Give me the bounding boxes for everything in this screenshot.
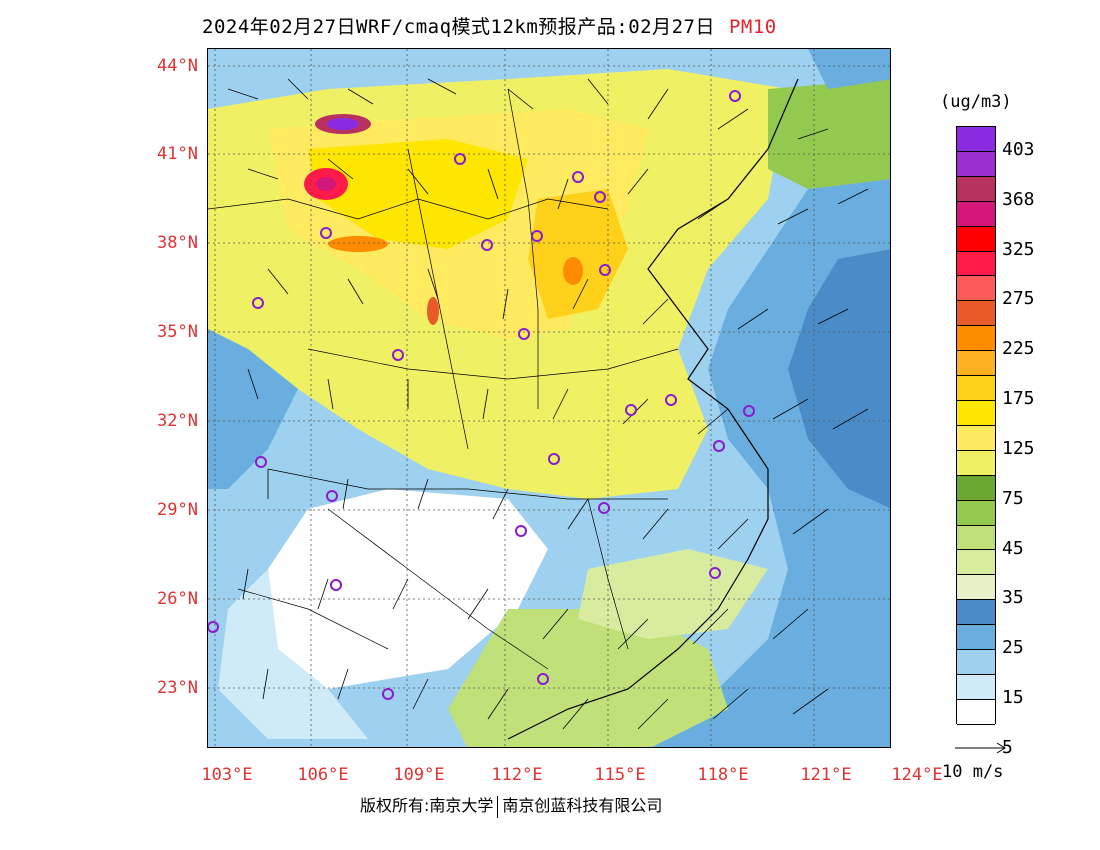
pm10-field: [208, 49, 890, 747]
legend-unit: (ug/m3): [940, 92, 1012, 112]
legend-swatch: [957, 351, 995, 377]
copyright-divider: [497, 795, 499, 818]
copyright-left: 版权所有:南京大学: [360, 796, 494, 815]
legend-swatch: [957, 326, 995, 352]
legend-swatch: [957, 525, 995, 551]
legend-swatch: [957, 500, 995, 526]
lon-label: 103°E: [201, 765, 253, 785]
legend-swatch: [957, 575, 995, 601]
legend-swatch: [957, 475, 995, 501]
legend-label: 403: [1002, 138, 1035, 160]
legend-swatch: [957, 550, 995, 576]
pollutant-name: PM10: [728, 16, 777, 38]
lon-label: 121°E: [800, 765, 852, 785]
lon-label: 115°E: [594, 765, 646, 785]
lon-label: 112°E: [491, 765, 543, 785]
legend-label: 45: [1002, 537, 1024, 559]
lat-label: 35°N: [157, 322, 198, 342]
title-text: 2024年02月27日WRF/cmaq模式12km预报产品:02月27日: [202, 16, 715, 38]
legend-label: 25: [1002, 637, 1024, 659]
legend-label: 5: [1002, 736, 1013, 758]
copyright: 版权所有:南京大学 南京创蓝科技有限公司: [360, 792, 662, 818]
legend-swatch: [957, 201, 995, 227]
legend-swatch: [957, 276, 995, 302]
wind-reference-arrow: [955, 742, 1006, 754]
color-legend: [956, 126, 996, 725]
legend-swatch: [957, 450, 995, 476]
legend-label: 15: [1002, 687, 1024, 709]
lat-label: 29°N: [157, 500, 198, 520]
legend-swatch: [957, 226, 995, 252]
lon-label: 109°E: [393, 765, 445, 785]
legend-swatch: [957, 600, 995, 626]
legend-swatch: [957, 301, 995, 327]
legend-label: 35: [1002, 587, 1024, 609]
legend-label: 325: [1002, 238, 1035, 260]
lat-label: 38°N: [157, 233, 198, 253]
legend-label: 225: [1002, 338, 1035, 360]
lat-label: 26°N: [157, 589, 198, 609]
wind-reference-label: 10 m/s: [942, 762, 1004, 782]
legend-swatch: [957, 650, 995, 675]
legend-swatch: [957, 699, 995, 725]
legend-label: 75: [1002, 487, 1024, 509]
legend-swatch: [957, 127, 995, 152]
lon-label: 106°E: [297, 765, 349, 785]
lat-label: 44°N: [157, 56, 198, 76]
lat-label: 41°N: [157, 144, 198, 164]
legend-label: 368: [1002, 188, 1035, 210]
legend-label: 175: [1002, 388, 1035, 410]
legend-swatch: [957, 425, 995, 451]
lon-label: 124°E: [891, 765, 943, 785]
copyright-right: 南京创蓝科技有限公司: [502, 796, 663, 815]
legend-label: 275: [1002, 288, 1035, 310]
lat-label: 23°N: [157, 678, 198, 698]
legend-swatch: [957, 400, 995, 426]
map-title: 2024年02月27日WRF/cmaq模式12km预报产品:02月27日 PM10: [202, 12, 777, 39]
legend-swatch: [957, 251, 995, 277]
legend-swatch: [957, 176, 995, 202]
lon-label: 118°E: [697, 765, 749, 785]
legend-swatch: [957, 376, 995, 401]
legend-swatch: [957, 674, 995, 700]
legend-label: 125: [1002, 437, 1035, 459]
legend-swatch: [957, 151, 995, 177]
legend-swatch: [957, 625, 995, 651]
lat-label: 32°N: [157, 411, 198, 431]
map-panel: [207, 48, 891, 748]
